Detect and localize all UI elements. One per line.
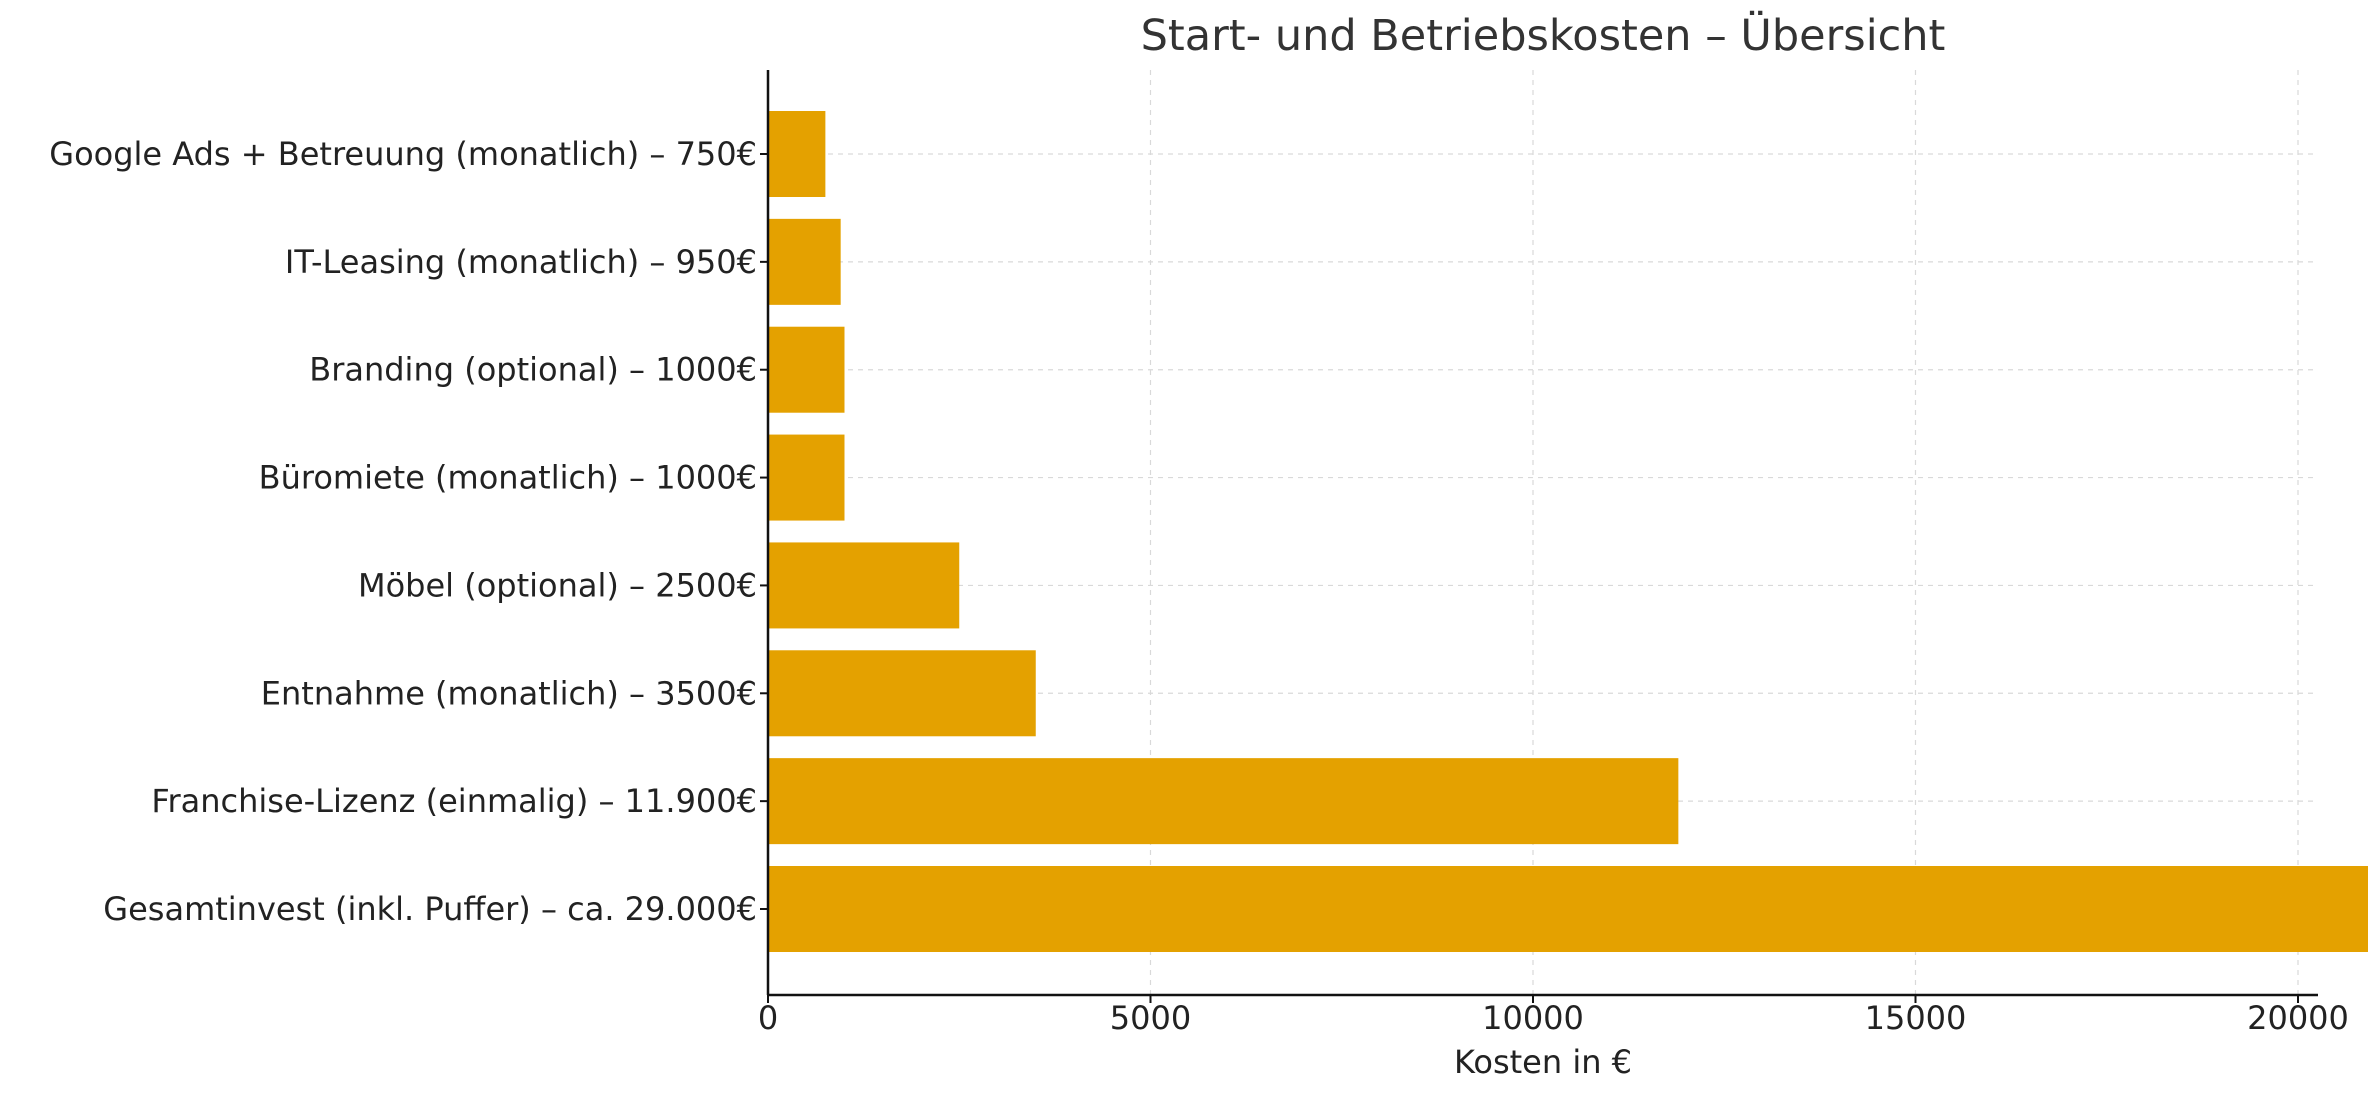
- bar: [768, 434, 845, 521]
- bar: [768, 650, 1036, 737]
- bar: [768, 758, 1679, 845]
- category-label: Büromiete (monatlich) – 1000€: [259, 459, 757, 497]
- category-label: Möbel (optional) – 2500€: [358, 566, 757, 604]
- x-tick-label: 0: [758, 999, 778, 1037]
- category-label: Gesamtinvest (inkl. Puffer) – ca. 29.000…: [103, 890, 757, 928]
- bar: [768, 111, 826, 197]
- bar: [768, 326, 845, 413]
- tick-labels: 050001000015000200002500030000: [758, 153, 2349, 1037]
- category-label: IT-Leasing (monatlich) – 950€: [285, 243, 757, 281]
- category-label: Google Ads + Betreuung (monatlich) – 750…: [49, 135, 757, 173]
- x-tick-label: 10000: [1482, 999, 1584, 1037]
- category-label: Branding (optional) – 1000€: [309, 351, 757, 389]
- x-axis-label: Kosten in €: [1454, 1043, 1632, 1081]
- bar: [768, 218, 841, 305]
- axes: [766, 70, 2318, 997]
- x-tick-label: 5000: [1110, 999, 1191, 1037]
- category-labels: Gesamtinvest (inkl. Puffer) – ca. 29.000…: [49, 135, 757, 928]
- chart-title: Start- und Betriebskosten – Übersicht: [1141, 10, 1946, 61]
- grid-lines: [767, 70, 2318, 995]
- bar: [768, 866, 2368, 952]
- category-label: Entnahme (monatlich) – 3500€: [261, 674, 757, 712]
- bars: [768, 111, 2368, 952]
- x-tick-label: 20000: [2247, 999, 2349, 1037]
- bar: [768, 542, 960, 629]
- category-label: Franchise-Lizenz (einmalig) – 11.900€: [151, 782, 757, 820]
- x-tick-label: 15000: [1865, 999, 1967, 1037]
